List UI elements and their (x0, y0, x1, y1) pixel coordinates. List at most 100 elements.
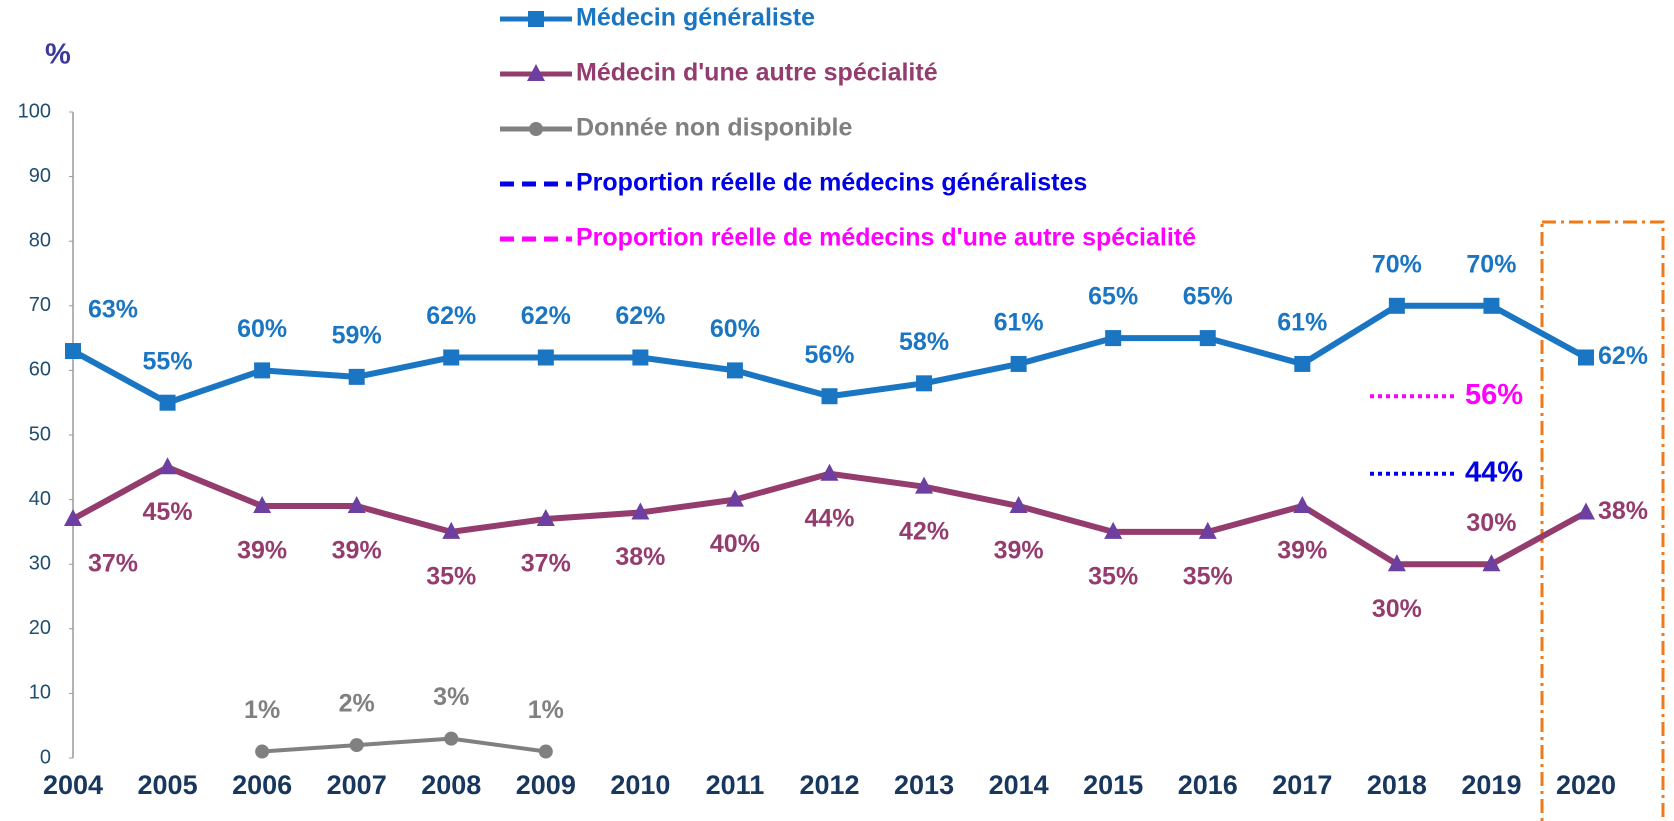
data-label: 40% (710, 530, 760, 558)
data-label: 62% (615, 302, 665, 330)
data-label: 38% (615, 543, 665, 571)
data-label: 1% (528, 696, 564, 724)
marker (443, 349, 460, 366)
y-axis-label: % (45, 39, 71, 71)
data-label: 39% (332, 537, 382, 565)
data-label: 61% (1277, 309, 1327, 337)
marker (158, 457, 177, 475)
data-label: 30% (1466, 509, 1516, 537)
marker (536, 508, 555, 526)
marker (1294, 355, 1311, 372)
y-tick-label: 90 (29, 165, 51, 187)
data-label: 44% (1465, 456, 1523, 488)
marker (1293, 496, 1312, 514)
marker (632, 349, 649, 366)
x-tick-label: 2006 (232, 770, 292, 800)
data-label: 62% (521, 302, 571, 330)
marker (1198, 521, 1217, 539)
x-tick-label: 2007 (327, 770, 387, 800)
legend-label: Donnée non disponible (576, 114, 852, 142)
x-tick-label: 2019 (1461, 770, 1521, 800)
data-label: 35% (1088, 563, 1138, 591)
x-tick-label: 2008 (421, 770, 481, 800)
marker (349, 738, 364, 753)
x-tick-label: 2016 (1178, 770, 1238, 800)
data-label: 65% (1088, 283, 1138, 311)
y-tick-label: 40 (29, 488, 51, 510)
marker (1388, 297, 1405, 314)
marker (528, 11, 544, 27)
legend-label: Proportion réelle de médecins d'une autr… (576, 224, 1196, 252)
y-tick-label: 10 (29, 682, 51, 704)
data-label: 39% (994, 537, 1044, 565)
marker (442, 521, 461, 539)
data-label: 37% (88, 550, 138, 578)
data-label: 35% (1183, 563, 1233, 591)
x-tick-label: 2005 (138, 770, 198, 800)
data-label: 45% (143, 498, 193, 526)
legend-label: Médecin d'une autre spécialité (576, 59, 938, 87)
marker (1577, 502, 1595, 520)
marker (1105, 330, 1122, 347)
data-label: 38% (1598, 497, 1648, 525)
x-tick-label: 2015 (1083, 770, 1143, 800)
marker (821, 388, 838, 405)
marker (725, 489, 744, 507)
data-label: 65% (1183, 283, 1233, 311)
data-label: 60% (710, 315, 760, 343)
data-label: 59% (332, 321, 382, 349)
data-label: 1% (244, 696, 280, 724)
y-tick-label: 50 (29, 423, 51, 445)
x-tick-label: 2010 (610, 770, 670, 800)
data-label: 63% (88, 296, 138, 324)
data-label: 62% (426, 302, 476, 330)
data-label: 56% (804, 341, 854, 369)
data-label: 62% (1598, 342, 1648, 370)
marker (255, 744, 270, 759)
x-tick-label: 2012 (799, 770, 859, 800)
x-tick-label: 2004 (43, 770, 103, 800)
y-tick-label: 20 (29, 617, 51, 639)
legend-label: Proportion réelle de médecins généralist… (576, 169, 1087, 197)
y-tick-label: 0 (40, 746, 51, 768)
x-tick-label: 2014 (989, 770, 1049, 800)
marker (1010, 355, 1027, 372)
marker (65, 343, 81, 360)
marker (527, 64, 545, 81)
marker (348, 368, 365, 385)
marker (915, 476, 934, 494)
data-label: 70% (1466, 250, 1516, 278)
marker (254, 362, 271, 379)
y-tick-label: 30 (29, 552, 51, 574)
x-tick-label: 2011 (706, 770, 765, 800)
marker (538, 744, 553, 759)
highlight-box (1540, 220, 1665, 821)
marker (1199, 330, 1216, 347)
marker (820, 463, 839, 481)
marker (726, 362, 743, 379)
data-label: 60% (237, 315, 287, 343)
series-line (261, 736, 547, 754)
data-label: 61% (994, 309, 1044, 337)
data-label: 2% (339, 690, 375, 718)
x-tick-label: 2013 (894, 770, 954, 800)
legend-label: Médecin généraliste (576, 4, 815, 32)
marker (347, 496, 366, 514)
marker (159, 394, 176, 411)
marker (253, 496, 272, 514)
data-label: 35% (426, 563, 476, 591)
marker (916, 375, 933, 392)
data-label: 58% (899, 328, 949, 356)
data-label: 44% (804, 504, 854, 532)
marker (1483, 297, 1500, 314)
marker (529, 122, 543, 136)
data-label: 37% (521, 550, 571, 578)
y-tick-label: 80 (29, 229, 51, 251)
data-label: 39% (237, 537, 287, 565)
x-tick-label: 2018 (1367, 770, 1427, 800)
marker (64, 508, 82, 526)
data-label: 3% (433, 683, 469, 711)
data-label: 42% (899, 517, 949, 545)
data-label: 55% (143, 347, 193, 375)
data-label: 39% (1277, 537, 1327, 565)
